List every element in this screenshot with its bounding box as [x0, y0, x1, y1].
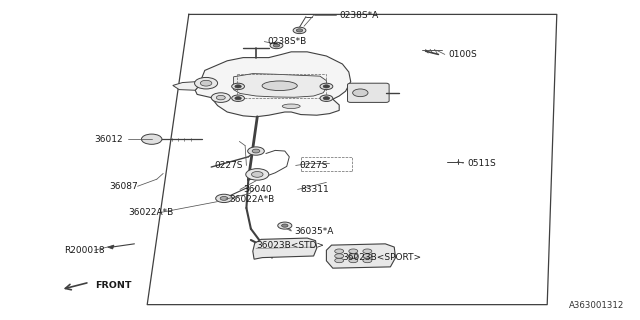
Circle shape: [363, 249, 372, 253]
FancyBboxPatch shape: [348, 83, 389, 102]
Polygon shape: [173, 82, 198, 90]
Text: 36012: 36012: [95, 135, 124, 144]
Text: 0100S: 0100S: [448, 50, 477, 59]
Circle shape: [349, 254, 358, 258]
Polygon shape: [326, 244, 396, 268]
Text: 0238S*B: 0238S*B: [268, 37, 307, 46]
Circle shape: [252, 149, 260, 153]
Circle shape: [270, 42, 283, 49]
Text: 36023B<SPORT>: 36023B<SPORT>: [342, 253, 422, 262]
Text: 0511S: 0511S: [467, 159, 496, 168]
Circle shape: [200, 80, 212, 86]
Circle shape: [141, 134, 162, 144]
Circle shape: [220, 196, 228, 200]
Circle shape: [320, 83, 333, 90]
Circle shape: [323, 97, 330, 100]
Circle shape: [211, 93, 230, 102]
Circle shape: [353, 89, 368, 97]
Circle shape: [216, 95, 225, 100]
Circle shape: [323, 85, 330, 88]
Polygon shape: [234, 74, 326, 97]
Circle shape: [296, 29, 303, 32]
Text: 36040: 36040: [243, 185, 272, 194]
Text: FRONT: FRONT: [95, 281, 131, 290]
Circle shape: [335, 249, 344, 253]
Circle shape: [248, 147, 264, 155]
Ellipse shape: [282, 104, 300, 108]
Circle shape: [216, 194, 232, 203]
Text: R200018: R200018: [64, 246, 104, 255]
Polygon shape: [253, 238, 317, 259]
Circle shape: [349, 249, 358, 253]
Text: 0227S: 0227S: [300, 161, 328, 170]
Text: 36035*A: 36035*A: [294, 227, 334, 236]
Circle shape: [363, 258, 372, 263]
Text: 0227S: 0227S: [214, 161, 243, 170]
Circle shape: [232, 83, 244, 90]
Circle shape: [232, 95, 244, 101]
Text: 36087: 36087: [109, 182, 138, 191]
Circle shape: [335, 254, 344, 258]
Circle shape: [293, 27, 306, 34]
Circle shape: [278, 222, 292, 229]
Text: A363001312: A363001312: [568, 301, 624, 310]
Circle shape: [235, 97, 241, 100]
Text: 0238S*A: 0238S*A: [339, 11, 378, 20]
Text: 36022A*B: 36022A*B: [229, 195, 275, 204]
Circle shape: [320, 95, 333, 101]
Text: 83311: 83311: [301, 185, 330, 194]
Circle shape: [252, 172, 263, 177]
Circle shape: [246, 169, 269, 180]
Polygon shape: [108, 245, 114, 249]
Circle shape: [195, 77, 218, 89]
Text: 36022A*B: 36022A*B: [128, 208, 173, 217]
Text: 36023B<STD>: 36023B<STD>: [256, 241, 324, 250]
Circle shape: [282, 224, 288, 227]
Circle shape: [335, 258, 344, 263]
Ellipse shape: [262, 81, 298, 91]
Polygon shape: [195, 52, 351, 117]
Circle shape: [363, 254, 372, 258]
Circle shape: [235, 85, 241, 88]
Circle shape: [349, 258, 358, 263]
Circle shape: [273, 44, 280, 47]
